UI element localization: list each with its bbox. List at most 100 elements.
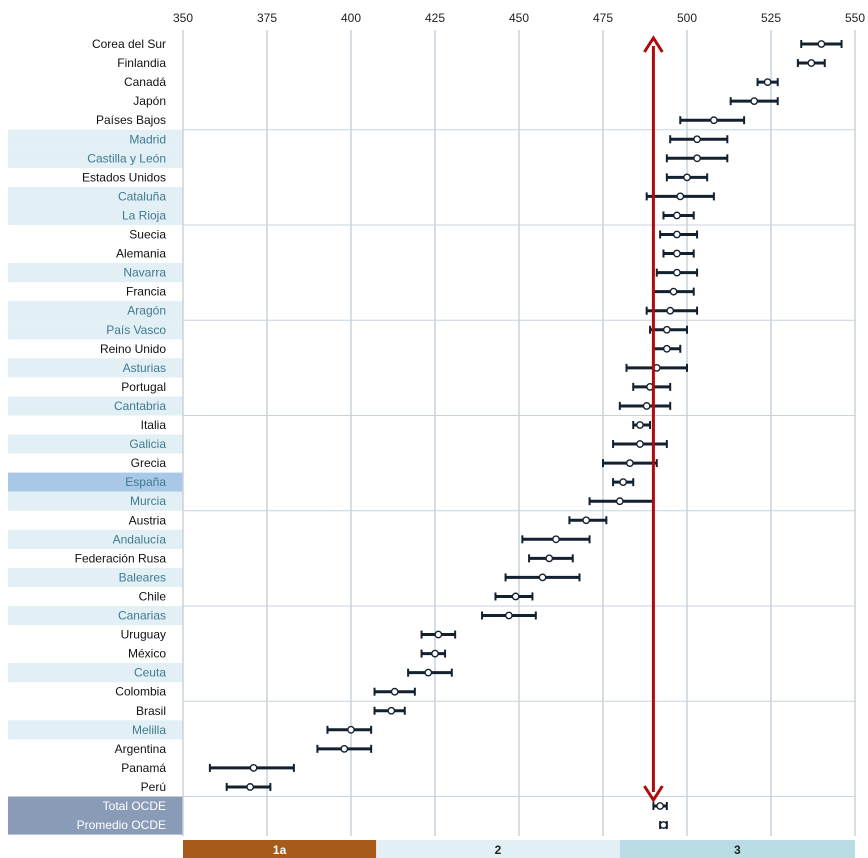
data-point bbox=[796, 59, 826, 68]
mean-marker bbox=[683, 173, 691, 182]
mean-marker bbox=[340, 744, 349, 753]
data-point bbox=[649, 325, 688, 334]
data-point bbox=[662, 211, 695, 220]
mean-marker bbox=[431, 649, 439, 658]
tick-label-425: 425 bbox=[425, 11, 445, 25]
row-background bbox=[8, 663, 183, 683]
mean-marker bbox=[538, 573, 547, 582]
data-point bbox=[645, 192, 715, 201]
row-label: Grecia bbox=[131, 456, 167, 470]
x-axis-ticks: 350 375 400 425 450 475 500 525 550 bbox=[173, 11, 865, 25]
mean-marker bbox=[669, 287, 678, 296]
gridlines bbox=[182, 30, 856, 836]
data-point bbox=[652, 802, 668, 810]
mean-marker bbox=[545, 554, 554, 563]
row-background bbox=[8, 567, 183, 587]
row-label: Portugal bbox=[121, 380, 166, 394]
mean-marker bbox=[636, 440, 644, 448]
data-point bbox=[625, 363, 688, 372]
reference-arrowhead-bottom bbox=[643, 785, 664, 803]
data-point bbox=[652, 344, 682, 353]
data-point bbox=[612, 478, 635, 487]
mean-marker bbox=[673, 249, 681, 258]
data-point bbox=[618, 401, 672, 410]
row-label: Andalucía bbox=[113, 532, 167, 546]
mean-marker bbox=[552, 535, 560, 544]
data-point bbox=[316, 744, 373, 753]
row-label: Federación Rusa bbox=[75, 551, 167, 565]
data-point bbox=[521, 535, 591, 544]
data-point bbox=[504, 573, 581, 582]
row-background bbox=[8, 129, 183, 149]
row-label: Cataluña bbox=[118, 189, 166, 203]
row-background bbox=[8, 472, 183, 492]
row-label: Suecia bbox=[129, 228, 166, 242]
tick-label-525: 525 bbox=[761, 11, 781, 25]
data-point bbox=[612, 440, 668, 449]
data-point bbox=[602, 459, 658, 468]
row-label: País Vasco bbox=[106, 323, 166, 337]
mean-marker bbox=[673, 268, 681, 277]
data-point bbox=[665, 173, 709, 182]
mean-marker bbox=[625, 459, 634, 467]
row-label: Ceuta bbox=[134, 666, 166, 680]
row-backgrounds bbox=[8, 129, 183, 835]
proficiency-bands: 1a 2 3 bbox=[183, 840, 855, 858]
data-point bbox=[225, 782, 272, 791]
tick-label-500: 500 bbox=[677, 11, 697, 25]
mean-marker bbox=[582, 516, 591, 525]
tick-label-400: 400 bbox=[341, 11, 361, 25]
data-point bbox=[679, 116, 746, 125]
data-point bbox=[208, 763, 295, 772]
reference-arrowhead-top bbox=[643, 35, 664, 53]
row-label: Colombia bbox=[115, 685, 166, 699]
row-background bbox=[8, 205, 183, 225]
band-label-1a: 1a bbox=[273, 843, 287, 857]
band-2 bbox=[376, 840, 620, 858]
data-point bbox=[659, 230, 699, 239]
row-background bbox=[8, 263, 183, 283]
data-point bbox=[655, 268, 699, 277]
mean-marker bbox=[387, 706, 396, 715]
row-label: Argentina bbox=[115, 742, 167, 756]
data-point bbox=[326, 725, 373, 734]
row-label: Total OCDE bbox=[103, 799, 166, 813]
data-point bbox=[662, 249, 695, 258]
row-label: Finlandia bbox=[117, 56, 166, 70]
row-background bbox=[8, 148, 183, 168]
mean-marker bbox=[246, 783, 255, 791]
data-point bbox=[481, 611, 537, 620]
row-background bbox=[8, 606, 183, 626]
data-point bbox=[669, 135, 729, 144]
row-label: Navarra bbox=[123, 266, 166, 280]
row-background bbox=[8, 434, 183, 454]
row-background bbox=[8, 796, 183, 816]
row-label: Brasil bbox=[136, 704, 166, 718]
row-label: Promedio OCDE bbox=[77, 818, 166, 832]
row-label: España bbox=[125, 475, 166, 489]
tick-label-450: 450 bbox=[509, 11, 529, 25]
mean-marker bbox=[347, 725, 355, 734]
mean-marker bbox=[505, 611, 513, 620]
mean-marker bbox=[659, 821, 668, 829]
row-background bbox=[8, 320, 183, 340]
row-background bbox=[8, 815, 183, 835]
row-label: Italia bbox=[141, 418, 167, 432]
row-label: Reino Unido bbox=[100, 342, 166, 356]
data-point bbox=[756, 78, 779, 87]
data-point bbox=[494, 592, 534, 601]
mean-marker bbox=[636, 421, 644, 429]
row-label: Melilla bbox=[132, 723, 166, 737]
mean-marker bbox=[817, 40, 826, 48]
mean-marker bbox=[434, 630, 443, 639]
mean-marker bbox=[424, 668, 433, 677]
mean-marker bbox=[511, 592, 520, 601]
data-point bbox=[420, 649, 447, 658]
mean-marker bbox=[662, 344, 671, 353]
row-label: Castilla y León bbox=[87, 151, 166, 165]
data-point bbox=[665, 154, 729, 163]
band-1a bbox=[183, 840, 377, 858]
row-labels: Corea del Sur Finlandia Canadá Japón Países … bbox=[75, 37, 167, 832]
tick-label-550: 550 bbox=[845, 11, 865, 25]
